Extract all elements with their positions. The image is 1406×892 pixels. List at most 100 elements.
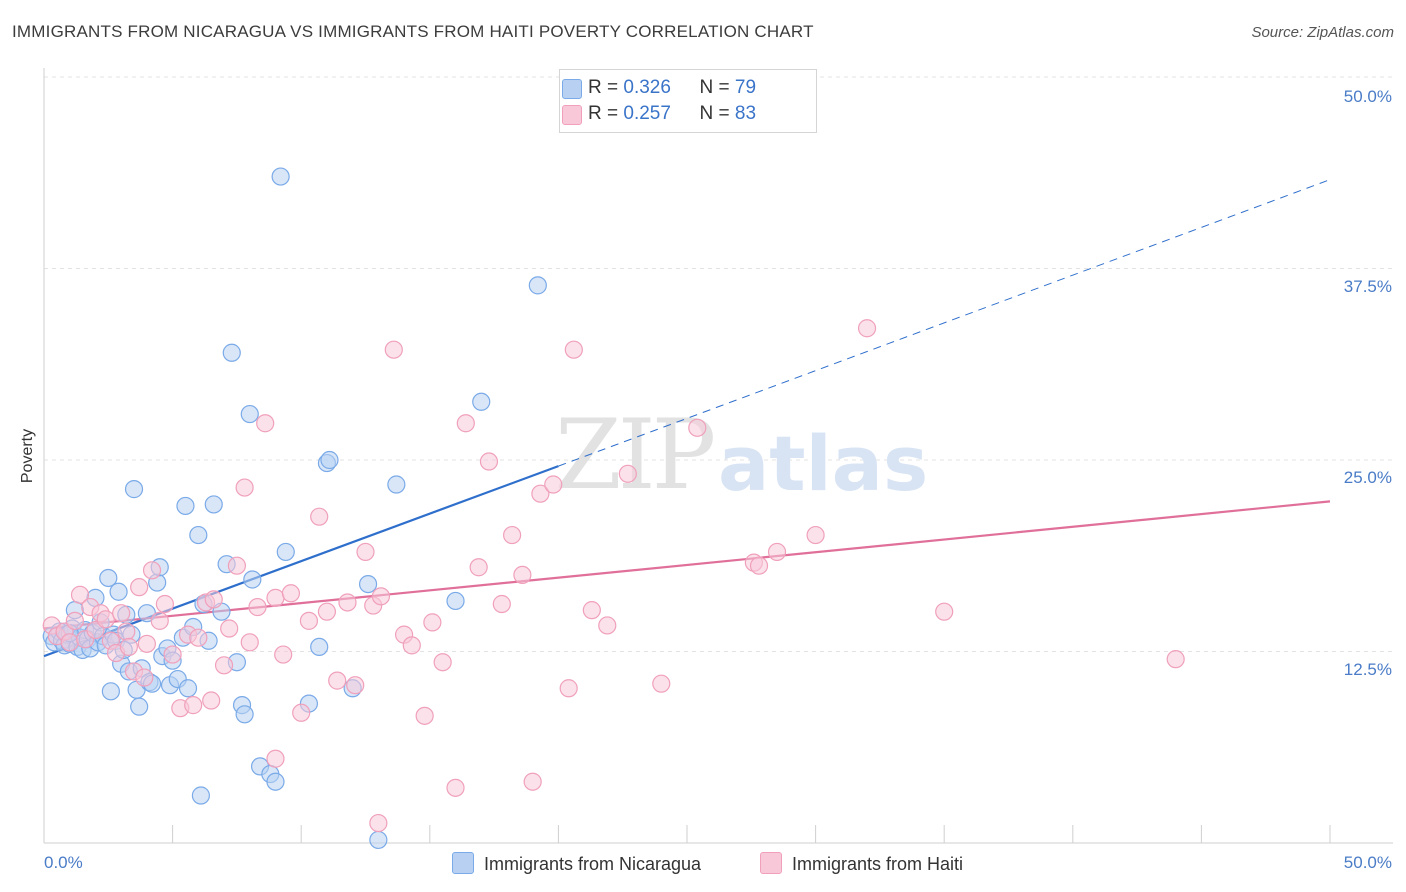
legend-r-label: R = [588, 103, 619, 124]
watermark: ZIP atlas [555, 399, 928, 511]
point-haiti [346, 676, 365, 695]
point-haiti [142, 561, 162, 580]
point-haiti [433, 653, 452, 672]
legend-r-label: R = [588, 77, 619, 98]
y-tick-label-25: 25.0% [1343, 468, 1392, 487]
point-nicaragua [472, 392, 491, 411]
point-haiti [256, 414, 275, 433]
point-haiti [60, 633, 79, 652]
point-haiti [266, 749, 285, 768]
point-haiti [240, 633, 259, 652]
legend-r-value: 0.326 [623, 77, 671, 98]
point-haiti [1166, 650, 1185, 669]
point-haiti [163, 645, 182, 664]
point-nicaragua [222, 343, 241, 362]
legend-swatch-haiti [562, 105, 582, 125]
point-haiti [806, 525, 825, 545]
y-tick-label-37-5: 37.5% [1343, 277, 1392, 296]
legend-swatch-nicaragua [562, 79, 582, 99]
series-legend: Immigrants from Nicaragua Immigrants fro… [0, 851, 1406, 879]
point-haiti [688, 418, 707, 437]
point-haiti [274, 645, 293, 664]
point-haiti [227, 556, 246, 575]
legend-n-value: 79 [734, 77, 757, 98]
data-points [42, 167, 1185, 850]
chart-title: IMMIGRANTS FROM NICARAGUA VS IMMIGRANTS … [12, 22, 814, 41]
point-haiti [248, 597, 267, 617]
point-nicaragua [178, 679, 198, 698]
point-haiti [184, 696, 203, 715]
legend-label-haiti: Immigrants from Haiti [792, 854, 964, 874]
legend-n-label: N = [699, 103, 730, 124]
point-haiti [70, 585, 90, 604]
legend-n-label: N = [699, 77, 730, 98]
point-haiti [155, 594, 174, 614]
point-haiti [204, 590, 223, 609]
point-nicaragua [204, 495, 223, 514]
point-haiti [415, 706, 434, 725]
point-nicaragua [99, 568, 118, 588]
point-haiti [598, 616, 617, 635]
point-haiti [544, 475, 563, 494]
legend-label-nicaragua: Immigrants from Nicaragua [484, 854, 702, 874]
x-tick-label-min: 0.0% [44, 853, 83, 872]
point-haiti [338, 593, 357, 612]
point-nicaragua [101, 682, 120, 701]
point-haiti [767, 542, 787, 562]
point-nicaragua [235, 705, 254, 724]
point-haiti [266, 588, 285, 607]
point-haiti [749, 556, 769, 575]
point-nicaragua [320, 450, 339, 470]
point-haiti [317, 602, 337, 621]
point-haiti [328, 671, 347, 690]
point-nicaragua [124, 480, 144, 499]
point-haiti [112, 604, 131, 623]
point-haiti [281, 584, 301, 603]
point-nicaragua [266, 772, 285, 791]
point-haiti [564, 340, 583, 359]
point-haiti [150, 611, 169, 630]
point-haiti [456, 414, 475, 433]
watermark-atlas: atlas [718, 419, 928, 508]
point-haiti [235, 478, 254, 497]
point-haiti [492, 594, 511, 614]
x-tick-label-max: 50.0% [1343, 853, 1392, 872]
point-haiti [130, 578, 149, 597]
point-nicaragua [191, 786, 210, 805]
point-nicaragua [387, 475, 406, 494]
correlation-legend: R = 0.326 N = 79 R = 0.257 N = 83 [559, 69, 817, 133]
point-haiti [202, 691, 221, 710]
point-haiti [137, 634, 156, 653]
point-haiti [523, 772, 542, 791]
point-haiti [935, 602, 954, 621]
point-haiti [65, 611, 84, 630]
point-nicaragua [176, 496, 195, 516]
point-nicaragua [528, 276, 547, 295]
point-haiti [446, 778, 465, 797]
point-haiti [119, 637, 138, 657]
legend-row-nicaragua: R = 0.326 N = 79 [562, 76, 757, 100]
point-haiti [299, 611, 319, 630]
point-haiti [292, 703, 311, 722]
point-haiti [582, 601, 601, 620]
point-nicaragua [446, 591, 465, 611]
point-haiti [618, 464, 637, 483]
y-tick-label-12-5: 12.5% [1343, 660, 1392, 679]
point-haiti [384, 340, 403, 359]
point-haiti [96, 610, 115, 629]
point-nicaragua [271, 167, 290, 186]
point-haiti [369, 813, 388, 833]
point-haiti [513, 565, 532, 585]
point-nicaragua [130, 697, 149, 716]
watermark-zip: ZIP [555, 399, 714, 511]
point-haiti [220, 619, 239, 638]
point-haiti [479, 452, 499, 471]
point-haiti [531, 484, 550, 503]
axes [43, 68, 1393, 844]
chart-source: Source: ZipAtlas.com [1251, 24, 1394, 41]
legend-swatch-nicaragua [452, 852, 474, 874]
point-nicaragua [189, 525, 208, 545]
point-haiti [469, 558, 488, 577]
point-nicaragua [369, 830, 388, 850]
